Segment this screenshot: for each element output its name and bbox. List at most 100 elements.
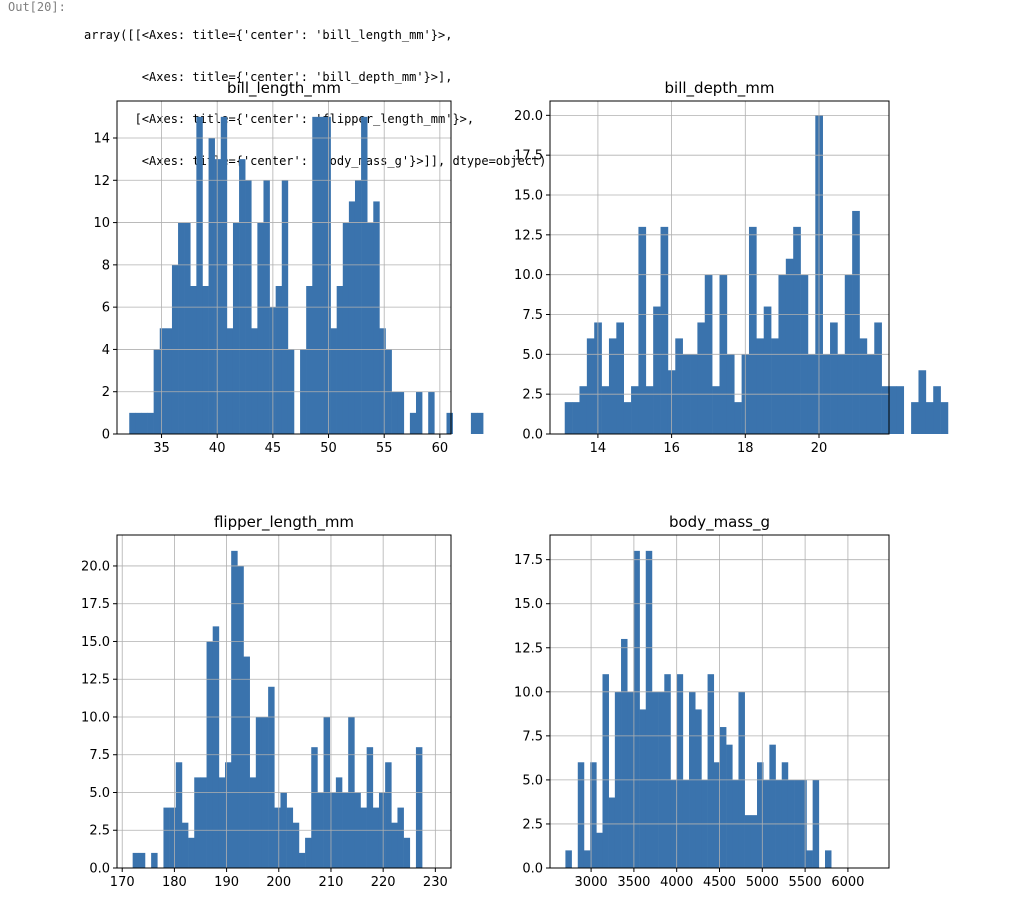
histogram-bar — [852, 210, 860, 434]
x-tick-label: 6000 — [831, 875, 864, 890]
histogram-bar — [748, 226, 757, 434]
x-tick-label: 18 — [737, 441, 754, 456]
histogram-bar — [312, 116, 319, 434]
histogram-bar — [306, 286, 313, 434]
y-tick-label: 0.0 — [89, 862, 110, 877]
histogram-bar — [616, 322, 624, 434]
histogram-bar — [132, 852, 140, 868]
x-tick-label: 200 — [266, 875, 291, 890]
y-tick-label: 5.0 — [89, 786, 110, 801]
histogram-bar — [330, 328, 337, 434]
histogram-bar — [311, 747, 318, 868]
y-tick-label: 6 — [102, 301, 110, 316]
y-tick-label: 5.0 — [522, 773, 543, 788]
histogram-bar — [586, 338, 595, 434]
histogram-bar — [184, 222, 191, 434]
chart-title: bill_depth_mm — [665, 79, 775, 98]
histogram-bar — [676, 674, 684, 868]
histogram-bar — [639, 709, 647, 868]
y-tick-label: 12 — [93, 174, 110, 189]
histogram-bar — [596, 832, 603, 868]
x-tick-label: 5000 — [746, 875, 779, 890]
histogram-bar — [793, 226, 801, 434]
histogram-bar — [200, 777, 207, 868]
histogram-bar — [147, 412, 154, 434]
histogram-bar — [470, 412, 478, 434]
histogram-bar — [477, 412, 484, 434]
x-tick-label: 230 — [423, 875, 448, 890]
histogram-bar — [583, 850, 591, 868]
histogram-bar — [572, 402, 580, 434]
y-tick-label: 17.5 — [514, 553, 543, 568]
histogram-bar — [590, 762, 597, 868]
y-tick-label: 15.0 — [81, 635, 110, 650]
histogram-bar — [925, 402, 934, 434]
subplot-body_mass_g: 3000 3500 4000 4500 5000 5500 6000 0.0 2.5 5.0 7.5… — [514, 513, 890, 890]
histogram-bar — [918, 370, 927, 434]
histogram-bar — [660, 226, 669, 434]
histogram-bar — [243, 656, 250, 868]
histogram-bar — [675, 338, 683, 434]
x-tick-label: 220 — [371, 875, 396, 890]
y-tick-label: 8 — [102, 258, 110, 273]
histogram-bar — [231, 550, 238, 868]
x-tick-label: 180 — [162, 875, 187, 890]
histogram-bar — [129, 412, 136, 434]
histogram-bar — [409, 412, 417, 434]
histogram-bar — [360, 807, 367, 868]
histogram-bar — [214, 159, 222, 434]
histogram-bar — [565, 850, 572, 868]
histogram-bar — [232, 222, 240, 434]
histogram-bar — [428, 391, 435, 434]
histogram-bar — [631, 386, 639, 434]
output-line: <Axes: title={'center': 'bill_depth_mm'}… — [84, 70, 453, 84]
histogram-bar — [601, 386, 610, 434]
histogram-bar — [638, 226, 647, 434]
histogram-bar — [781, 762, 789, 868]
histogram-bar — [138, 852, 146, 868]
histogram-bar — [249, 777, 257, 868]
y-tick-label: 5.0 — [522, 348, 543, 363]
y-tick-label: 15.0 — [514, 597, 543, 612]
axes-frame — [116, 534, 452, 869]
output-line: array([[<Axes: title={'center': 'bill_le… — [84, 28, 453, 42]
histogram-bar — [896, 386, 905, 434]
x-tick-label: 50 — [320, 441, 337, 456]
histogram-bar — [712, 386, 720, 434]
x-tick-label: 45 — [265, 441, 282, 456]
histogram-bar — [771, 338, 779, 434]
histogram-bar — [194, 777, 201, 868]
y-tick-label: 2.5 — [89, 824, 110, 839]
x-tick-label: 4500 — [703, 875, 736, 890]
y-tick-label: 17.5 — [514, 149, 543, 164]
x-tick-label: 16 — [663, 441, 680, 456]
histogram-bar — [178, 222, 185, 434]
histogram-bar — [397, 391, 405, 434]
histogram-bar — [874, 322, 882, 434]
histogram-bar — [163, 807, 170, 868]
histogram-bar — [645, 550, 653, 868]
y-tick-label: 0 — [102, 428, 110, 443]
histogram-bar — [763, 306, 772, 434]
histogram-bar — [881, 386, 890, 434]
y-tick-label: 15.0 — [514, 189, 543, 204]
x-tick-label: 20 — [811, 441, 828, 456]
histogram-bar — [734, 402, 742, 434]
histogram-bar — [196, 116, 203, 434]
y-tick-label: 0.0 — [522, 428, 543, 443]
x-tick-label: 60 — [432, 441, 449, 456]
histogram-bar — [208, 138, 215, 434]
histogram-bar — [602, 674, 609, 868]
histogram-bar — [806, 850, 813, 868]
histogram-bar — [785, 258, 794, 434]
y-tick-label: 2 — [102, 385, 110, 400]
histogram-bar — [825, 850, 832, 868]
histogram-bar — [391, 822, 398, 868]
histogram-bar — [225, 762, 232, 868]
y-tick-label: 12.5 — [81, 673, 110, 688]
histogram-bar — [342, 222, 350, 434]
histogram-bar — [621, 638, 628, 868]
chart-title: bill_length_mm — [227, 79, 341, 98]
histogram-bar — [726, 744, 733, 868]
subplot-flipper_length_mm: 170 180 190 200 210 220 230 0.0 2.5 5.0 7.5 10.0 12.… — [81, 513, 452, 890]
